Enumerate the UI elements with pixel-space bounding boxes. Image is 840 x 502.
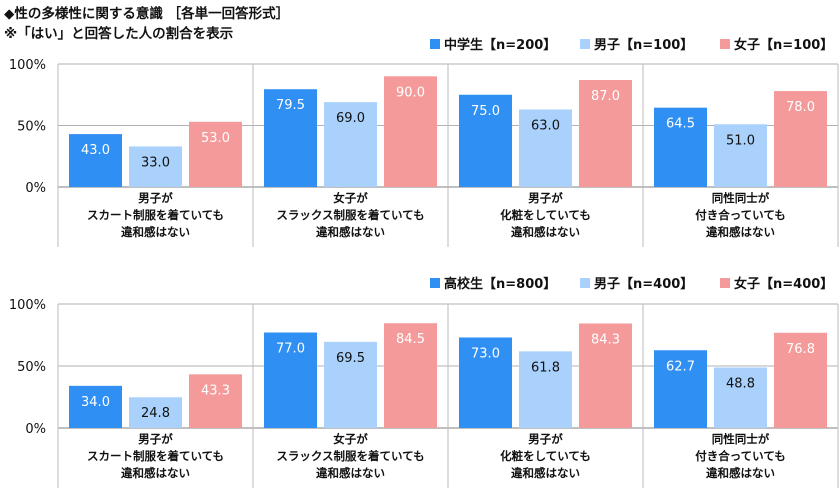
- category-label: 同性同士が: [712, 432, 770, 446]
- data-label: 77.0: [276, 342, 305, 357]
- legend-swatch: [580, 278, 590, 288]
- chart-panel-2: 高校生【n=800】 男子【n=400】 女子【n=400】 0% 50% 100% 34.…: [9, 276, 839, 488]
- data-label: 24.8: [141, 406, 170, 421]
- data-label: 43.0: [81, 143, 110, 158]
- legend-label: 女子【n=400】: [734, 276, 833, 292]
- legend-swatch: [430, 278, 440, 288]
- category-label: 違和感はない: [316, 466, 385, 480]
- bar: [459, 337, 512, 428]
- category-label: 違和感はない: [316, 225, 385, 239]
- y-tick-label: 100%: [9, 58, 46, 73]
- category-label: 違和感はない: [706, 225, 775, 239]
- bar: [264, 332, 317, 428]
- category-label: 女子が: [333, 432, 368, 446]
- bar: [459, 94, 512, 187]
- legend-label: 中学生【n=200】: [444, 37, 556, 53]
- category-label: 女子が: [333, 191, 368, 205]
- bar: [579, 323, 632, 428]
- y-tick-label: 0%: [25, 422, 46, 437]
- data-label: 34.0: [81, 395, 110, 410]
- chart-title: ◆性の多様性に関する意識 ［各単一回答形式］: [4, 6, 290, 22]
- data-label: 78.0: [786, 100, 815, 115]
- chart-panel-1: 中学生【n=200】 男子【n=100】 女子【n=100】 0% 50% 100% 43.…: [9, 37, 839, 247]
- data-label: 69.5: [336, 351, 365, 366]
- bar: [774, 91, 827, 187]
- bar: [129, 146, 182, 187]
- bar: [774, 332, 827, 428]
- bar: [324, 102, 377, 187]
- data-label: 64.5: [666, 117, 695, 132]
- data-label: 69.0: [336, 111, 365, 126]
- data-label: 51.0: [726, 133, 755, 148]
- bar: [69, 134, 122, 187]
- data-label: 48.8: [726, 376, 755, 391]
- data-label: 33.0: [141, 155, 170, 170]
- legend-swatch: [430, 39, 440, 49]
- data-label: 76.8: [786, 342, 815, 357]
- data-label: 84.3: [591, 332, 620, 347]
- bar: [189, 121, 242, 187]
- y-tick-label: 50%: [17, 360, 46, 375]
- category-label: 同性同士が: [712, 191, 770, 205]
- category-label: 化粧をしていても: [500, 449, 591, 463]
- bar: [519, 351, 572, 428]
- bar: [654, 350, 707, 428]
- category-label: 男子が: [528, 191, 563, 205]
- data-label: 73.0: [471, 346, 500, 361]
- data-label: 62.7: [666, 359, 695, 374]
- data-label: 75.0: [471, 104, 500, 119]
- data-label: 43.3: [201, 383, 230, 398]
- category-label: 違和感はない: [511, 225, 580, 239]
- data-label: 53.0: [201, 131, 230, 146]
- legend-label: 女子【n=100】: [734, 37, 833, 53]
- category-label: スラックス制服を着ていても: [276, 449, 424, 463]
- legend-swatch: [580, 39, 590, 49]
- legend-swatch: [720, 278, 730, 288]
- bar: [579, 79, 632, 187]
- legend-label: 男子【n=100】: [594, 37, 693, 53]
- data-label: 63.0: [531, 119, 560, 134]
- legend-label: 高校生【n=800】: [444, 276, 556, 292]
- bar: [714, 124, 767, 187]
- category-label: スラックス制服を着ていても: [276, 208, 424, 222]
- y-tick-label: 50%: [17, 120, 46, 135]
- bar: [519, 109, 572, 187]
- bar: [129, 397, 182, 428]
- bar: [384, 76, 437, 187]
- bar: [654, 107, 707, 187]
- data-label: 90.0: [396, 85, 425, 100]
- category-label: 違和感はない: [706, 466, 775, 480]
- bar: [264, 89, 317, 187]
- category-label: 付き合っていても: [695, 208, 786, 222]
- bar: [714, 367, 767, 428]
- legend-swatch: [720, 39, 730, 49]
- category-label: 男子が: [528, 432, 563, 446]
- bar: [384, 323, 437, 428]
- data-label: 87.0: [591, 89, 620, 104]
- category-label: 男子が: [138, 432, 173, 446]
- data-label: 84.5: [396, 332, 425, 347]
- legend-label: 男子【n=400】: [594, 276, 693, 292]
- category-label: 違和感はない: [121, 225, 190, 239]
- y-tick-label: 100%: [9, 298, 46, 313]
- category-label: 付き合っていても: [695, 449, 786, 463]
- bar: [189, 374, 242, 428]
- category-label: 化粧をしていても: [500, 208, 591, 222]
- y-tick-label: 0%: [25, 181, 46, 196]
- chart-subtitle: ※「はい」と回答した人の割合を表示: [4, 26, 234, 42]
- category-label: 違和感はない: [511, 466, 580, 480]
- category-label: スカート制服を着ていても: [87, 208, 224, 222]
- category-label: 男子が: [138, 191, 173, 205]
- data-label: 79.5: [276, 98, 305, 113]
- category-label: 違和感はない: [121, 466, 190, 480]
- category-label: スカート制服を着ていても: [87, 449, 224, 463]
- bar: [324, 341, 377, 428]
- data-label: 61.8: [531, 360, 560, 375]
- bar: [69, 385, 122, 428]
